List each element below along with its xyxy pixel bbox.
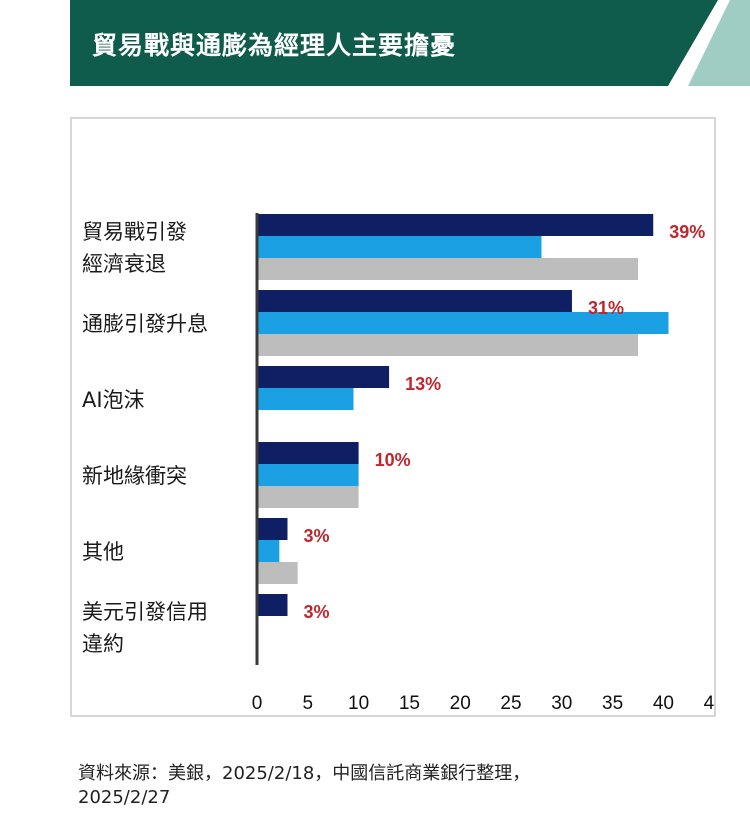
- data-label-0: 39%: [669, 222, 705, 242]
- bar-4-series-2: [257, 562, 298, 584]
- data-label-1: 31%: [588, 298, 624, 318]
- bar-4-series-0: [257, 518, 288, 540]
- title-banner: 貿易戰與通膨為經理人主要擔憂: [70, 0, 750, 86]
- category-label-2-line-0: AI泡沫: [82, 388, 145, 412]
- category-label-3-line-0: 新地緣衝突: [82, 464, 187, 488]
- x-tick-label-5: 25: [500, 693, 521, 714]
- bar-3-series-1: [257, 464, 359, 486]
- x-tick-label-2: 10: [348, 693, 369, 714]
- source-note: 資料來源：美銀，2025/2/18，中國信託商業銀行整理， 2025/2/27: [78, 762, 718, 810]
- bar-0-series-1: [257, 236, 542, 258]
- category-label-0-line-1: 經濟衰退: [82, 252, 166, 276]
- bar-5-series-0: [257, 594, 288, 616]
- bar-3-series-2: [257, 486, 359, 508]
- banner-background: [70, 0, 750, 86]
- category-label-5-line-0: 美元引發信用: [82, 600, 208, 624]
- category-label-1-line-0: 通膨引發升息: [82, 312, 208, 336]
- bar-1-series-1: [257, 312, 669, 334]
- category-label-5-line-1: 違約: [82, 632, 124, 656]
- bar-0-series-0: [257, 214, 654, 236]
- bar-3-series-0: [257, 442, 359, 464]
- x-tick-label-9: 45: [704, 693, 714, 714]
- x-tick-label-7: 35: [602, 693, 623, 714]
- data-label-3: 10%: [375, 450, 411, 470]
- source-line-1: 資料來源：美銀，2025/2/18，中國信託商業銀行整理，: [78, 763, 531, 784]
- x-tick-label-0: 0: [252, 693, 263, 714]
- source-line-2: 2025/2/27: [78, 787, 171, 808]
- data-label-2: 13%: [405, 374, 441, 394]
- category-label-0-line-0: 貿易戰引發: [82, 220, 187, 244]
- bar-1-series-0: [257, 290, 572, 312]
- category-label-4-line-0: 其他: [82, 540, 124, 564]
- banner-title: 貿易戰與通膨為經理人主要擔憂: [92, 31, 457, 60]
- x-tick-label-4: 20: [450, 693, 471, 714]
- data-label-5: 3%: [303, 602, 329, 622]
- x-tick-label-3: 15: [399, 693, 420, 714]
- bar-4-series-1: [257, 540, 280, 562]
- bar-2-series-0: [257, 366, 390, 388]
- x-tick-label-6: 30: [551, 693, 572, 714]
- chart-frame: 39% 貿易戰引發經濟衰退 31% 通膨引發升息 13% AI泡沫 10% 新地緣衝突 3% 其他…: [70, 117, 716, 717]
- data-label-4: 3%: [303, 526, 329, 546]
- bar-1-series-2: [257, 334, 638, 356]
- bar-0-series-2: [257, 258, 638, 280]
- x-tick-label-1: 5: [303, 693, 314, 714]
- x-tick-label-8: 40: [653, 693, 674, 714]
- bar-2-series-1: [257, 388, 354, 410]
